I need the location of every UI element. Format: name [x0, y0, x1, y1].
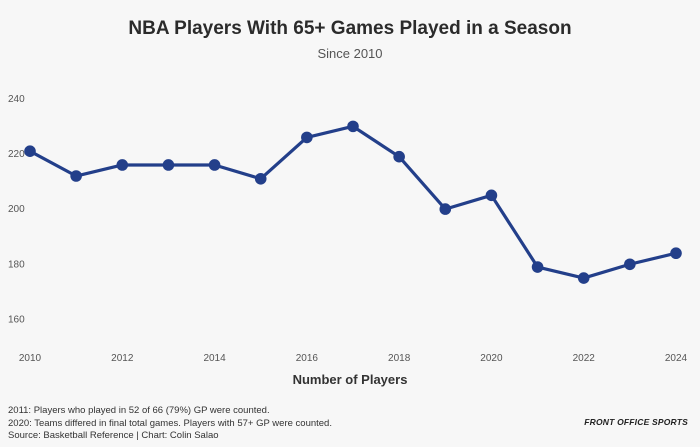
data-point [301, 131, 313, 144]
data-point [116, 159, 129, 171]
data-point [347, 120, 359, 133]
y-tick-label: 200 [8, 204, 25, 215]
y-tick-label: 220 [8, 149, 25, 160]
data-point [531, 261, 544, 273]
data-point [485, 189, 498, 202]
y-tick-label: 240 [8, 94, 25, 105]
footnote-source: Source: Basketball Reference | Chart: Co… [8, 430, 219, 441]
footnotes: 2011: Players who played in 52 of 66 (79… [8, 405, 332, 443]
footnote-2020: 2020: Teams differed in final total game… [8, 417, 332, 429]
chart-title: NBA Players With 65+ Games Played in a S… [128, 18, 572, 39]
x-tick-label: 2010 [19, 353, 42, 364]
axes: 160 180 200 220 240 2010 2012 2014 2016 2018 2020 2… [8, 94, 688, 364]
y-tick-label: 160 [8, 314, 25, 325]
x-tick-label: 2016 [296, 353, 319, 364]
data-point [254, 172, 267, 185]
x-tick-label: 2024 [665, 353, 688, 364]
data-point [624, 258, 636, 271]
data-point [670, 247, 682, 260]
data-point [70, 170, 82, 182]
chart-subtitle: Since 2010 [317, 46, 383, 61]
x-tick-label: 2012 [111, 353, 134, 364]
x-tick-label: 2014 [203, 353, 226, 364]
x-tick-label: 2022 [573, 353, 596, 364]
data-point [24, 145, 36, 157]
series-line [28, 124, 678, 280]
brand-logo: FRONT OFFICE SPORTS [584, 417, 688, 427]
y-tick-label: 180 [8, 259, 25, 270]
data-point [393, 150, 405, 163]
footnote-2011: 2011: Players who played in 52 of 66 (79… [8, 405, 270, 416]
x-tick-label: 2020 [480, 353, 503, 364]
data-point [162, 159, 175, 171]
data-point [577, 272, 590, 284]
data-point [208, 159, 221, 171]
series-marks [24, 120, 682, 284]
data-point [439, 203, 452, 215]
x-tick-label: 2018 [388, 353, 411, 364]
x-axis-label: Number of Players [292, 372, 408, 387]
